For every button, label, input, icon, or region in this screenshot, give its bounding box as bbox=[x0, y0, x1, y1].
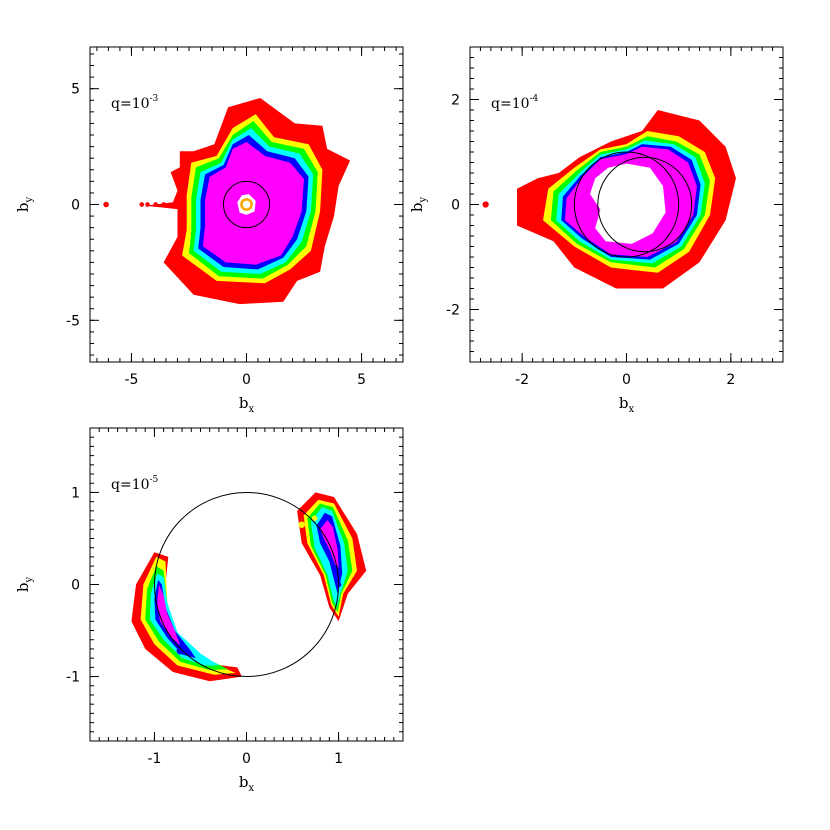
isolated-dot-1 bbox=[311, 515, 318, 521]
mass-ratio-annotation: q=10-4 bbox=[491, 94, 539, 112]
hole-ring bbox=[240, 198, 253, 211]
y-tick-label: -1 bbox=[66, 670, 80, 686]
x-axis-label: bx bbox=[619, 394, 635, 415]
isolated-dot-2 bbox=[145, 202, 150, 207]
x-tick-label: 0 bbox=[242, 372, 251, 388]
isolated-dot-4 bbox=[161, 202, 166, 207]
density-region-green-4 bbox=[145, 566, 229, 671]
y-tick-label: 0 bbox=[71, 198, 80, 214]
central-hole bbox=[237, 194, 256, 215]
y-tick-label: 2 bbox=[451, 93, 460, 109]
isolated-dot-0 bbox=[103, 201, 109, 208]
panel-q-1e-3: -5 0 5 -5 0 5 bx by q=10-3 bbox=[14, 46, 404, 415]
y-tick-label: 1 bbox=[71, 485, 80, 501]
x-tick-label: 0 bbox=[622, 372, 631, 388]
mass-ratio-annotation: q=10-5 bbox=[111, 475, 159, 493]
isolated-dot-3 bbox=[153, 202, 158, 207]
x-axis-label: bx bbox=[239, 394, 255, 415]
panel-q-1e-5: -1 0 1 -1 0 1 bx by q=10-5 bbox=[14, 427, 404, 794]
isolated-dot-0 bbox=[482, 201, 489, 208]
isolated-dot-1 bbox=[139, 202, 145, 207]
y-tick-label: 5 bbox=[71, 82, 80, 98]
density-region-cyan-6 bbox=[149, 573, 219, 666]
central-hole bbox=[590, 163, 666, 244]
y-tick-label: -2 bbox=[446, 303, 460, 319]
y-tick-label: -5 bbox=[66, 313, 80, 329]
plot-area bbox=[131, 491, 367, 682]
x-tick-label: -5 bbox=[124, 372, 138, 388]
x-tick-label: 1 bbox=[334, 751, 343, 767]
y-axis-label: by bbox=[14, 197, 35, 213]
x-tick-label: -2 bbox=[515, 372, 529, 388]
panel-q-1e-4: -2 0 2 -2 0 2 bx by q=10-4 bbox=[408, 46, 784, 415]
plot-area bbox=[103, 98, 351, 305]
x-axis-label: bx bbox=[239, 773, 255, 794]
y-axis-label: by bbox=[14, 577, 35, 593]
x-tick-label: 2 bbox=[726, 372, 735, 388]
isolated-dot-0 bbox=[298, 521, 305, 528]
plot-area bbox=[482, 110, 736, 289]
x-tick-label: 0 bbox=[242, 751, 251, 767]
einstein-ring-circle-0 bbox=[153, 491, 340, 678]
density-region-inner-10 bbox=[157, 584, 181, 646]
y-tick-label: 0 bbox=[451, 198, 460, 214]
mass-ratio-annotation: q=10-3 bbox=[111, 94, 159, 112]
x-tick-label: -1 bbox=[147, 751, 161, 767]
einstein-ring-circle-0 bbox=[573, 151, 680, 258]
x-tick-label: 5 bbox=[357, 372, 366, 388]
y-tick-label: 0 bbox=[71, 578, 80, 594]
einstein-ring-circle-1 bbox=[597, 156, 693, 253]
isolated-dot-2 bbox=[176, 647, 184, 655]
einstein-ring-circle-0 bbox=[222, 180, 271, 229]
y-axis-label: by bbox=[408, 197, 429, 213]
